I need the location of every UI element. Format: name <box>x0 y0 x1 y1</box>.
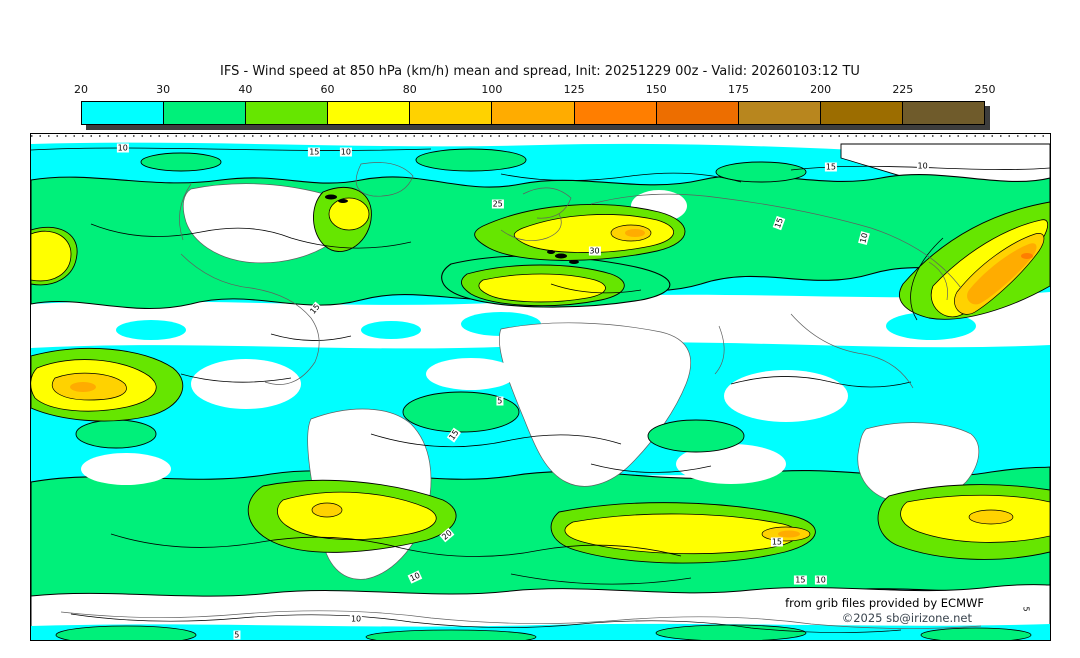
colorbar-tick-row: 20 30 40 60 80 100 125 150 175 200 225 250 <box>74 83 996 97</box>
contour-label: 15 <box>307 301 323 317</box>
contour-label: 15 <box>824 162 837 172</box>
contour-label: 25 <box>491 199 504 209</box>
colorbar-tick-200: 200 <box>810 83 832 96</box>
colorbar-segment-40-60 <box>245 102 328 124</box>
antarctic-band <box>31 584 1050 640</box>
contour-label: 15 <box>794 575 807 585</box>
contour-label: 10 <box>349 614 363 624</box>
contour-label: 15 <box>446 427 462 443</box>
coastlines-layer <box>60 162 982 629</box>
colorbar-segment-20-30 <box>82 102 164 124</box>
world-wind-map: 10 15 10 15 10 25 15 10 30 15 5 15 20 10 15 15 10 5 10 5 fr… <box>30 133 1051 641</box>
colorbar-tick-175: 175 <box>727 83 749 96</box>
contour-label: 30 <box>588 246 601 256</box>
colorbar-tick-225: 225 <box>892 83 914 96</box>
contour-label: 10 <box>407 570 423 584</box>
colorbar-tick-250: 250 <box>974 83 996 96</box>
colorbar-segment-100-125 <box>491 102 574 124</box>
contour-label-layer: 10 15 10 15 10 25 15 10 30 15 5 15 20 10 15 15 10 5 10 5 <box>31 134 1050 640</box>
contour-label: 10 <box>916 161 929 171</box>
colorbar-tick-60: 60 <box>320 83 335 96</box>
contour-label: 15 <box>770 537 783 547</box>
attribution: from grib files provided by ECMWF ©2025 … <box>785 596 984 626</box>
colorbar-segment-30-40 <box>163 102 246 124</box>
colorbar-tick-150: 150 <box>645 83 667 96</box>
wind-fill-green-patches <box>75 148 807 453</box>
colorbar-tick-30: 30 <box>156 83 171 96</box>
colorbar-segment-80-100 <box>409 102 492 124</box>
colorbar-segment-225-250 <box>901 102 985 124</box>
contour-label: 10 <box>339 147 352 157</box>
colorbar-tick-125: 125 <box>563 83 585 96</box>
attribution-source: from grib files provided by ECMWF <box>785 596 984 610</box>
contour-label: 10 <box>116 143 129 153</box>
contour-label: 10 <box>857 231 870 246</box>
attribution-copyright: ©2025 sb@irizone.net <box>841 611 972 625</box>
colorbar-tick-100: 100 <box>481 83 503 96</box>
colorbar-segment-175-200 <box>737 102 820 124</box>
wind-speed-colorbar <box>81 101 985 125</box>
colorbar-segment-125-150 <box>573 102 656 124</box>
colorbar-segment-150-175 <box>655 102 738 124</box>
contour-label: 15 <box>308 147 321 157</box>
contour-label: 5 <box>496 396 504 406</box>
colorbar-segment-60-80 <box>327 102 410 124</box>
contour-label: 15 <box>772 215 786 231</box>
contour-label: 5 <box>233 630 241 640</box>
colorbar-tick-40: 40 <box>238 83 253 96</box>
wind-fill-orange-layer <box>70 229 1037 538</box>
wind-map-graphic <box>31 135 1050 640</box>
colorbar-tick-80: 80 <box>402 83 417 96</box>
contour-label: 20 <box>439 527 455 543</box>
page-title: IFS - Wind speed at 850 hPa (km/h) mean … <box>220 64 860 79</box>
contour-label: 5 <box>1021 605 1031 613</box>
contour-label: 10 <box>814 575 827 585</box>
colorbar-tick-20: 20 <box>74 83 88 96</box>
dense-contour-marks <box>325 194 579 264</box>
colorbar-segment-200-225 <box>819 102 902 124</box>
